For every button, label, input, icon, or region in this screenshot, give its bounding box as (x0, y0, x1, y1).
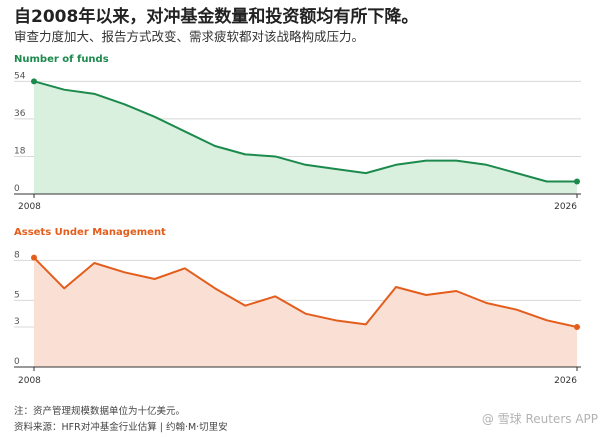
footnote: 注：资产管理规模数据单位为十亿美元。 (14, 406, 186, 417)
aum-xtick-label-end: 2026 (554, 376, 577, 386)
source-note: 资料来源：HFR对冲基金行业估算 | 约翰·M·切里安 (14, 422, 228, 433)
aum-ytick-label: 5 (14, 290, 20, 300)
aum-xtick-label-start: 2008 (18, 376, 41, 386)
funds-series-line (33, 80, 577, 183)
aum-start-point (31, 254, 37, 261)
funds-xtick-label-end: 2026 (554, 202, 577, 212)
funds-ytick-label: 18 (14, 146, 26, 156)
chart-subtitle: 审查力度加大、报告方式改变、需求疲软都对该战略构成压力。 (14, 29, 365, 44)
aum-area-fill (34, 257, 577, 367)
funds-area-fill (34, 81, 577, 194)
aum-ytick-label: 3 (14, 317, 20, 327)
aum-chart-title: Assets Under Management (14, 227, 166, 238)
funds-chart-title: Number of funds (14, 54, 109, 65)
aum-ytick-label: 0 (14, 357, 20, 367)
funds-ytick-label: 36 (14, 109, 26, 119)
funds-ytick-label: 54 (14, 71, 26, 81)
aum-series-line (33, 256, 578, 328)
chart-title: 自2008年以来，对冲基金数量和投资额均有所下降。 (14, 7, 419, 27)
watermark-logo: @ 雪球 Reuters APP (481, 412, 598, 426)
aum-end-point (574, 324, 580, 330)
aum-ytick-label: 8 (14, 250, 20, 260)
funds-xtick-label-start: 2008 (18, 202, 41, 212)
funds-ytick-label: 0 (14, 184, 20, 194)
funds-end-point (574, 178, 580, 185)
funds-start-point (31, 78, 37, 85)
